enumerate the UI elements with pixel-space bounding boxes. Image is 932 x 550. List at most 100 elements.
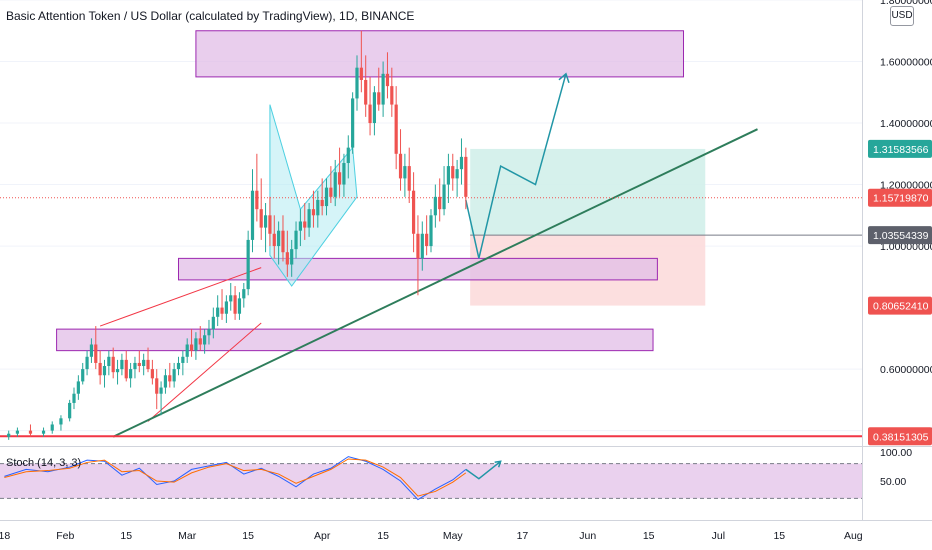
candle-body xyxy=(333,172,337,197)
candle-body xyxy=(355,67,359,99)
time-tick-label: Jul xyxy=(712,530,725,542)
candle-body xyxy=(59,418,63,425)
candle-body xyxy=(250,190,255,240)
candle-body xyxy=(189,344,194,351)
candle-body xyxy=(176,362,181,370)
candle-body xyxy=(398,153,403,179)
candle-body xyxy=(342,163,346,185)
candle-body xyxy=(268,215,272,234)
indicator-label[interactable]: Stoch (14, 3, 3) xyxy=(6,457,82,469)
price-tick-label: 1.40000000 xyxy=(880,118,932,130)
candle-body xyxy=(403,166,407,179)
candle-body xyxy=(324,187,329,207)
candle-body xyxy=(15,430,20,434)
projection-arrowhead xyxy=(558,72,570,84)
candle-body xyxy=(41,430,46,434)
candle-body xyxy=(407,166,411,191)
price-badge-stop xyxy=(868,296,932,315)
candle-body xyxy=(203,335,207,345)
candle-layer xyxy=(7,30,468,440)
candle-body xyxy=(237,298,242,314)
time-tick-label: 17 xyxy=(517,530,529,542)
time-tick-label: 18 xyxy=(0,530,10,542)
chart-title: Basic Attention Token / US Dollar (calcu… xyxy=(6,9,415,23)
candle-body xyxy=(372,92,377,124)
candle-body xyxy=(159,387,163,394)
zone-top xyxy=(195,30,685,78)
candle-body xyxy=(229,295,233,302)
candle-body xyxy=(146,359,150,370)
candle-body xyxy=(185,344,189,357)
candle-body xyxy=(307,209,311,228)
candle-body xyxy=(390,86,394,105)
candle-body xyxy=(368,104,372,124)
time-tick-label: Mar xyxy=(178,530,197,542)
candle-body xyxy=(303,221,307,228)
candle-body xyxy=(416,233,420,259)
candle-body xyxy=(272,233,276,247)
candle-body xyxy=(220,307,224,314)
target-zone xyxy=(470,148,706,236)
candle-body xyxy=(455,169,459,179)
candle-body xyxy=(168,375,172,382)
candle-body xyxy=(120,359,124,370)
candle-body xyxy=(216,307,220,317)
stoch-layer xyxy=(0,446,932,501)
candle-body xyxy=(102,366,107,376)
candle-body xyxy=(259,209,263,228)
candle-body xyxy=(263,215,268,228)
projection-path xyxy=(465,73,567,259)
candle-body xyxy=(133,362,137,370)
time-tick-label: Feb xyxy=(56,530,74,542)
candle-body xyxy=(198,338,202,345)
price-badge-label: 1.15719870 xyxy=(873,193,929,205)
time-tick-label: 15 xyxy=(643,530,655,542)
currency-button[interactable]: USD xyxy=(890,6,914,26)
candle-body xyxy=(359,67,363,80)
price-badge-label: 0.80652410 xyxy=(873,301,929,313)
candle-body xyxy=(155,378,159,394)
candle-body xyxy=(172,369,176,382)
time-tick-label: 15 xyxy=(242,530,254,542)
time-tick-label: 15 xyxy=(773,530,785,542)
candle-body xyxy=(207,329,211,336)
candle-body xyxy=(329,187,333,197)
stoch-tick-label: 100.00 xyxy=(880,447,912,459)
price-badge-support xyxy=(868,427,932,446)
price-badge-last xyxy=(868,188,932,207)
candle-body xyxy=(211,316,215,330)
candle-body xyxy=(111,356,115,373)
candle-body xyxy=(451,166,455,179)
candle-body xyxy=(337,172,342,185)
candle-body xyxy=(285,252,289,265)
candle-body xyxy=(242,289,246,299)
price-tick-label: 1.20000000 xyxy=(880,180,932,192)
stoch-d-line xyxy=(4,458,467,497)
candle-body xyxy=(89,344,94,357)
candle-body xyxy=(107,356,111,367)
candle-body xyxy=(72,393,76,403)
stoch-band xyxy=(0,463,862,499)
wedge-lower-line xyxy=(147,322,262,422)
zone-bottom xyxy=(56,328,654,352)
candle-body xyxy=(394,104,398,154)
candle-body xyxy=(429,215,433,247)
candle-body xyxy=(76,381,80,394)
candle-body xyxy=(233,295,237,314)
candle-body xyxy=(277,230,281,247)
price-badge-label: 0.38151305 xyxy=(873,431,929,443)
candle-body xyxy=(7,433,11,437)
candle-body xyxy=(346,147,350,164)
price-badge-target xyxy=(868,139,932,158)
trendline xyxy=(112,128,758,438)
candle-body xyxy=(142,359,146,367)
price-badge-entry xyxy=(868,226,932,245)
candle-body xyxy=(124,359,128,379)
price-tick-label: 0.60000000 xyxy=(880,364,932,376)
candle-body xyxy=(50,424,54,431)
candle-body xyxy=(446,166,451,185)
candle-body xyxy=(137,362,141,367)
candle-body xyxy=(411,190,416,234)
